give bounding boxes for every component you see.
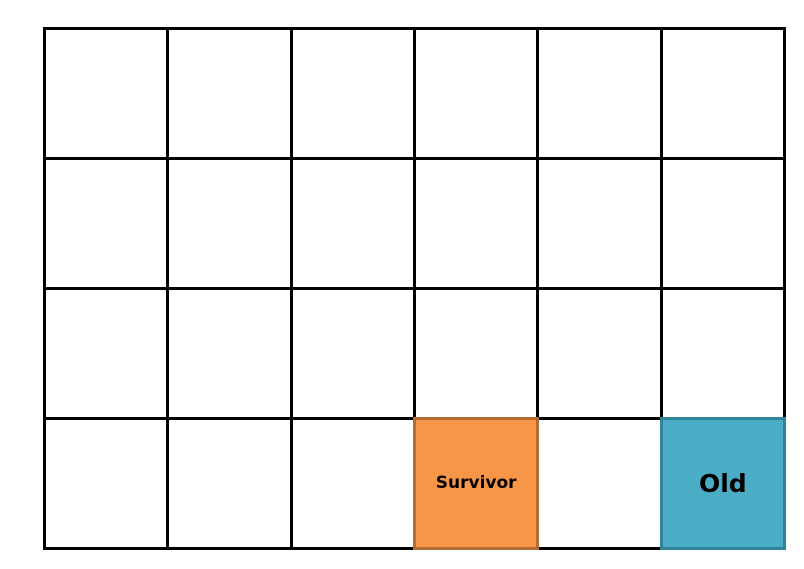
- token-old-cell[interactable]: Old: [659, 417, 786, 550]
- grid-cell-r3-c3: [289, 287, 413, 417]
- token-label-survivor: Survivor: [435, 473, 517, 493]
- grid-cell-r1-c6: [659, 27, 783, 157]
- grid-cell-r4-c5: [536, 417, 660, 547]
- grid-cell-r3-c5: [536, 287, 660, 417]
- grid-cell-r4-c3: [289, 417, 413, 547]
- grid-cell-r3-c4: [413, 287, 537, 417]
- grid-cell-r2-c2: [166, 157, 290, 287]
- grid-cell-r3-c1: [43, 287, 167, 417]
- grid-cell-r1-c3: [289, 27, 413, 157]
- grid-cell-r3-c6: [659, 287, 783, 417]
- grid-cell-r2-c1: [43, 157, 167, 287]
- grid-cell-r2-c4: [413, 157, 537, 287]
- grid-cell-r4-c2: [166, 417, 290, 547]
- grid-cell-r4-c1: [43, 417, 167, 547]
- token-label-old: Old: [698, 469, 747, 498]
- grid-cell-r2-c5: [536, 157, 660, 287]
- grid-cell-r3-c2: [166, 287, 290, 417]
- token-survivor-cell[interactable]: Survivor: [413, 417, 540, 550]
- grid-cell-r2-c3: [289, 157, 413, 287]
- grid-cell-r2-c6: [659, 157, 783, 287]
- grid-cell-r1-c2: [166, 27, 290, 157]
- grid-cell-r1-c4: [413, 27, 537, 157]
- grid-board: Survivor Old: [43, 27, 786, 550]
- grid-cell-r1-c5: [536, 27, 660, 157]
- grid-cell-r1-c1: [43, 27, 167, 157]
